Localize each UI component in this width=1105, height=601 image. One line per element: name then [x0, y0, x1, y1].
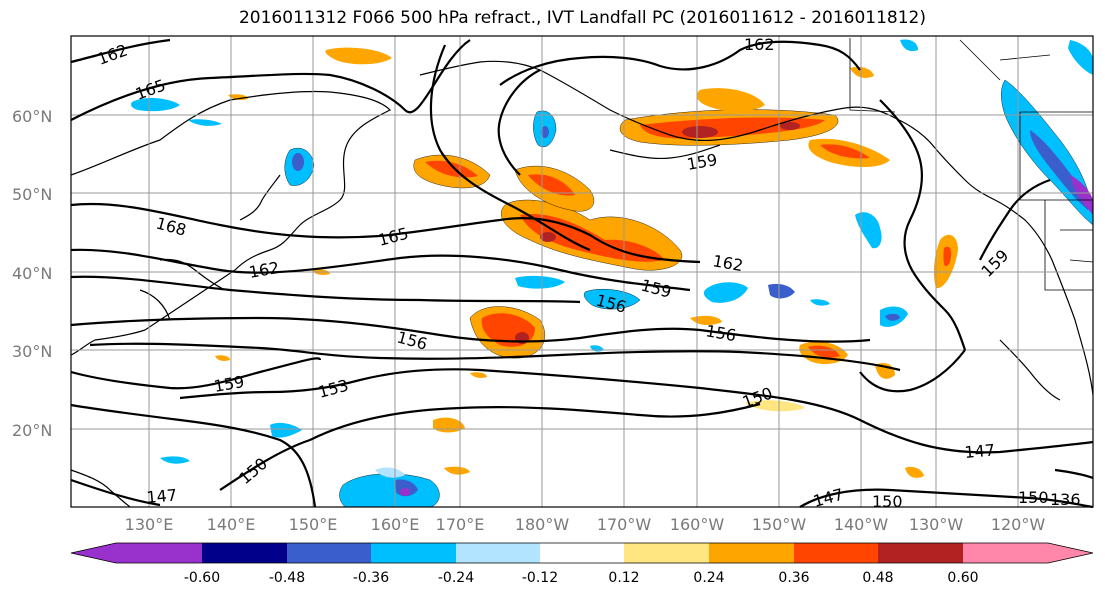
colorbar-tick-label: -0.48 — [269, 570, 305, 586]
lon-label: 160°W — [670, 515, 725, 534]
latitude-labels: 60°N 50°N 40°N 30°N 20°N — [12, 107, 52, 440]
colorbar-tick-label: 0.12 — [608, 570, 639, 586]
negative-anomaly-region — [533, 110, 557, 148]
negative-anomaly-region — [131, 98, 222, 126]
positive-anomaly-region — [514, 165, 595, 212]
colorbar-segment — [540, 543, 624, 563]
colorbar-segment — [624, 543, 709, 563]
negative-anomaly-region — [339, 467, 440, 508]
colorbar — [70, 542, 1094, 564]
colorbar-tick-label: -0.24 — [438, 570, 474, 586]
positive-anomaly-region — [696, 88, 765, 112]
negative-anomaly-region — [160, 212, 908, 464]
colorbar-segment — [794, 543, 878, 563]
lon-label: 130°W — [909, 515, 964, 534]
contour-label: 147 — [146, 485, 178, 507]
lon-label: 130°E — [125, 515, 174, 534]
contour-label: 150 — [1018, 488, 1049, 507]
lon-label: 180°W — [515, 515, 570, 534]
lon-label: 140°E — [207, 515, 256, 534]
lon-label: 170°W — [597, 515, 652, 534]
colorbar-segment — [371, 543, 456, 563]
lon-label: 150°W — [752, 515, 807, 534]
map-frame — [70, 35, 1094, 508]
colorbar-tick-label: -0.36 — [353, 570, 389, 586]
political-boundaries — [849, 38, 1094, 291]
contour-label: 150 — [872, 492, 903, 511]
positive-anomaly-region — [808, 138, 890, 167]
lat-label: 30°N — [12, 342, 52, 361]
colorbar-segment — [963, 543, 1093, 563]
lon-label: 170°E — [436, 515, 485, 534]
contour-label: 147 — [964, 440, 996, 462]
lat-label: 50°N — [12, 185, 52, 204]
colorbar-segment — [456, 543, 540, 563]
negative-anomaly-region — [284, 147, 315, 186]
lon-label: 150°E — [289, 515, 338, 534]
colorbar-segment — [878, 543, 963, 563]
lat-label: 60°N — [12, 107, 52, 126]
colorbar-segment — [202, 543, 287, 563]
colorbar-outline — [70, 542, 1094, 564]
positive-anomaly-region — [933, 234, 958, 289]
colorbar-labels: -0.60 -0.48 -0.36 -0.24 -0.12 0.12 0.24 0.36 0.4… — [184, 570, 979, 586]
longitude-labels: 130°E 140°E 150°E 160°E 170°E 180°W 170°… — [125, 515, 1046, 534]
colorbar-tick-label: 0.24 — [693, 570, 724, 586]
lon-label: 140°W — [834, 515, 889, 534]
lat-label: 20°N — [12, 421, 52, 440]
colorbar-segment — [287, 543, 371, 563]
colorbar-tick-label: 0.60 — [947, 570, 978, 586]
lon-label: 120°W — [991, 515, 1046, 534]
positive-anomaly-region — [215, 47, 924, 478]
colorbar-segment — [709, 543, 794, 563]
lat-label: 40°N — [12, 264, 52, 283]
height-contours — [70, 38, 1094, 509]
colorbar-tick-label: -0.12 — [522, 570, 558, 586]
colorbar-tick-label: 0.48 — [862, 570, 893, 586]
contour-label: 136 — [1050, 490, 1081, 509]
colorbar-tick-label: 0.36 — [778, 570, 809, 586]
colorbar-tick-label: -0.60 — [184, 570, 220, 586]
map-title: 2016011312 F066 500 hPa refract., IVT La… — [238, 8, 926, 28]
negative-anomaly-region — [900, 39, 1094, 226]
contour-label: 162 — [744, 35, 775, 54]
colorbar-segment — [71, 543, 202, 563]
lon-label: 160°E — [371, 515, 420, 534]
positive-anomaly-region — [413, 154, 491, 189]
